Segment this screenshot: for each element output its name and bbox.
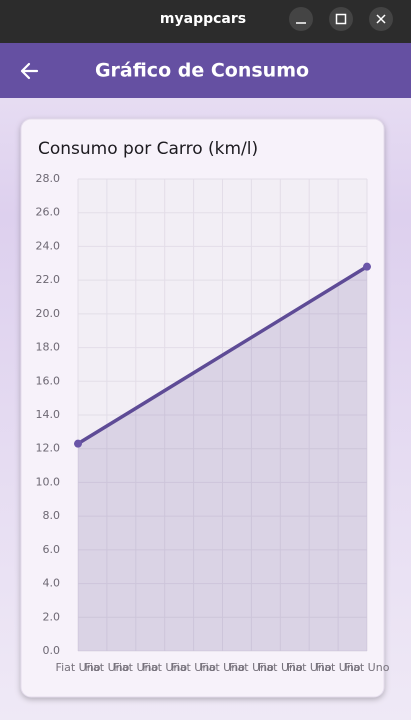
x-tick-label: Fiat Uno [345, 661, 390, 674]
point [74, 439, 82, 448]
close-button[interactable] [369, 7, 393, 31]
window-title: myappcars [160, 11, 246, 27]
x-tick-label: Fiat Uno [200, 661, 245, 674]
y-tick-label: 6.0 [43, 543, 61, 556]
x-tick-label: Fiat Uno [229, 661, 274, 674]
y-tick-label: 24.0 [36, 239, 61, 252]
x-tick-label: Fiat Uno [316, 661, 361, 674]
x-tick-label: Fiat Uno [113, 661, 158, 674]
x-tick-label: Fiat Uno [171, 661, 216, 674]
y-tick-label: 22.0 [36, 273, 61, 286]
y-tick-label: 8.0 [43, 509, 61, 522]
y-tick-label: 20.0 [36, 307, 61, 320]
y-tick-label: 12.0 [36, 442, 61, 455]
back-button[interactable] [20, 62, 39, 80]
point [363, 262, 371, 271]
x-tick-label: Fiat Uno [258, 661, 303, 674]
app-bar [0, 43, 411, 98]
chart-title: Consumo por Carro (km/l) [38, 139, 258, 159]
y-tick-label: 2.0 [43, 610, 61, 623]
minimize-button[interactable] [289, 7, 313, 31]
y-tick-label: 0.0 [43, 644, 61, 657]
y-tick-label: 26.0 [36, 206, 61, 219]
y-tick-label: 18.0 [36, 341, 61, 354]
y-tick-label: 16.0 [36, 374, 61, 387]
maximize-button[interactable] [329, 7, 353, 31]
y-tick-label: 10.0 [36, 475, 61, 488]
line [76, 264, 369, 446]
area [78, 266, 367, 651]
y-tick-label: 14.0 [36, 408, 61, 421]
x-tick-label: Fiat Uno [142, 661, 187, 674]
x-tick-label: Fiat Uno [84, 661, 129, 674]
y-tick-label: 4.0 [43, 577, 61, 590]
y-tick-label: 28.0 [36, 172, 61, 185]
x-tick-label: Fiat Uno [287, 661, 332, 674]
app-bar-title: Gráfico de Consumo [95, 60, 309, 82]
x-tick-label: Fiat Uno [56, 661, 101, 674]
